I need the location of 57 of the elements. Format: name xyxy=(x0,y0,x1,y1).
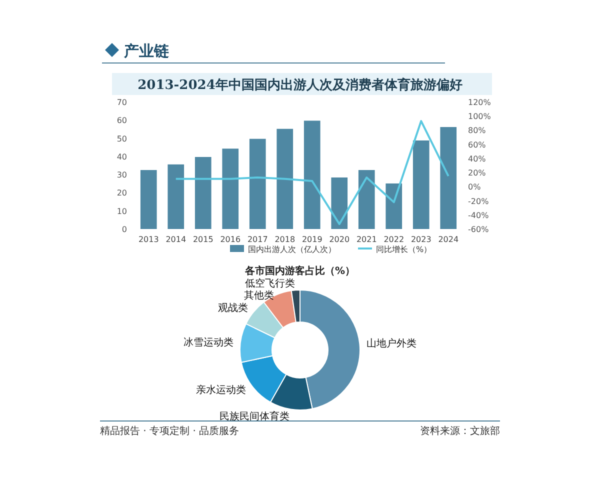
bar xyxy=(249,138,266,229)
x-tick-label: 2021 xyxy=(356,235,377,244)
chart-title: 各市国内游客占比（%） xyxy=(244,265,356,277)
x-tick-label: 2023 xyxy=(410,235,432,244)
slice-label: 其他类 xyxy=(244,290,274,302)
x-tick-label: 2016 xyxy=(220,235,241,244)
y-tick-label: 20 xyxy=(116,188,127,198)
slice-label: 民族民间体育类 xyxy=(220,410,290,423)
y-tick-label: 50 xyxy=(116,134,127,144)
y2-tick-label: 100% xyxy=(468,112,492,122)
x-tick-label: 2024 xyxy=(438,235,459,244)
y2-tick-label: 60% xyxy=(468,140,486,150)
y-tick-label: 40 xyxy=(116,152,127,162)
slice-label: 亲水运动类 xyxy=(196,384,246,396)
y-tick-label: 10 xyxy=(116,206,127,216)
text: 精品报告 · 专项定制 · 品质服务 xyxy=(100,425,240,437)
slice-label: 观战类 xyxy=(218,302,248,314)
bar xyxy=(194,156,212,229)
bar xyxy=(222,148,239,229)
y2-tick-label: 20% xyxy=(468,168,486,178)
y-tick-label: 0 xyxy=(122,225,127,234)
y-tick-label: 60 xyxy=(116,116,127,126)
legend-label: 同比增长（%） xyxy=(376,245,432,254)
x-tick-label: 2020 xyxy=(329,235,350,244)
slice-label: 山地户外类 xyxy=(366,338,417,350)
x-tick-label: 2017 xyxy=(247,235,268,244)
bar xyxy=(331,177,348,229)
y2-tick-label: -40% xyxy=(468,210,490,220)
y2-tick-label: 120% xyxy=(468,98,492,107)
y2-tick-label: -20% xyxy=(468,196,490,206)
bar xyxy=(358,170,375,229)
y2-tick-label: 40% xyxy=(468,154,486,164)
x-tick-label: 2019 xyxy=(302,235,322,244)
y-tick-label: 30 xyxy=(116,170,127,180)
chart-title: 2013-2024年中国国内出游人次及消费者体育旅游偏好 xyxy=(138,77,462,93)
x-tick-label: 2022 xyxy=(384,235,404,244)
bar xyxy=(168,164,184,229)
bar xyxy=(386,183,402,229)
y2-tick-label: 0% xyxy=(468,182,482,192)
bar xyxy=(140,170,157,229)
line-series xyxy=(174,120,450,226)
text: 产业链 xyxy=(123,42,170,60)
x-tick-label: 2018 xyxy=(274,235,296,244)
x-tick-label: 2014 xyxy=(166,235,186,244)
slice-label: 冰雪运动类 xyxy=(184,336,234,348)
x-tick-label: 2013 xyxy=(138,235,159,244)
bar xyxy=(276,128,294,229)
text: 资料来源：文旅部 xyxy=(420,425,500,437)
bar xyxy=(440,127,457,229)
bar xyxy=(304,120,320,229)
slice-label: 低空飞行类 xyxy=(245,278,296,290)
y2-tick-label: 80% xyxy=(468,126,486,136)
legend-label: 国内出游人次（亿人次） xyxy=(248,245,336,254)
x-tick-label: 2015 xyxy=(192,235,214,244)
y-tick-label: 70 xyxy=(116,98,127,107)
y2-tick-label: -60% xyxy=(468,225,490,234)
bar xyxy=(412,140,430,229)
